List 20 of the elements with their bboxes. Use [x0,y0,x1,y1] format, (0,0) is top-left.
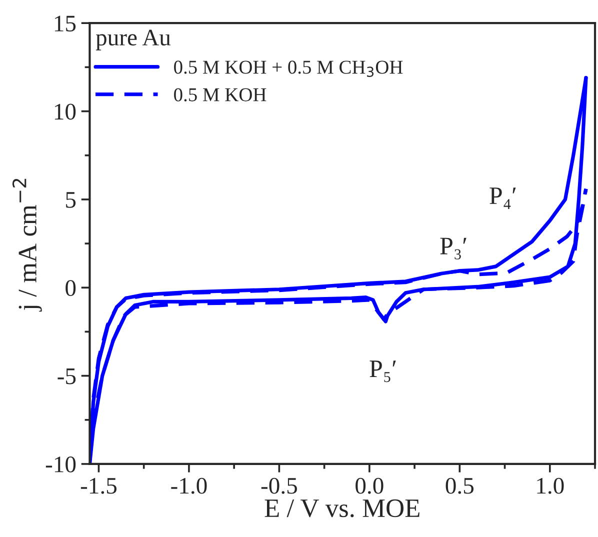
y-axis-title: j / mA cm$^{−2}$ [12,178,42,312]
y-tick-label: 5 [66,192,76,208]
x-tick-label: 1.0 [537,478,564,494]
x-tick-label: 0.5 [446,478,474,494]
y-tick-label: 15 [54,16,76,32]
x-axis-title: E / V vs. MOE [264,499,420,518]
legend-label: 0.5 M KOH + 0.5 M CH$_{3}$OH [174,60,403,77]
x-tick-label: -1.0 [171,478,207,494]
y-tick-label: 0 [66,280,76,296]
y-tick-label: -5 [58,368,76,384]
y-tick-label: 10 [54,104,76,120]
annotation: P₅′ [370,360,396,382]
legend-title: pure Au [96,30,171,50]
y-tick-label: -10 [46,456,76,472]
legend-label: 0.5 M KOH [174,88,266,102]
x-tick-label: -0.5 [261,478,297,494]
x-tick-label: 0.0 [356,478,384,494]
x-tick-label: -1.5 [80,478,116,494]
annotation: P₃′ [440,238,466,260]
annotation: P₄′ [490,188,516,210]
